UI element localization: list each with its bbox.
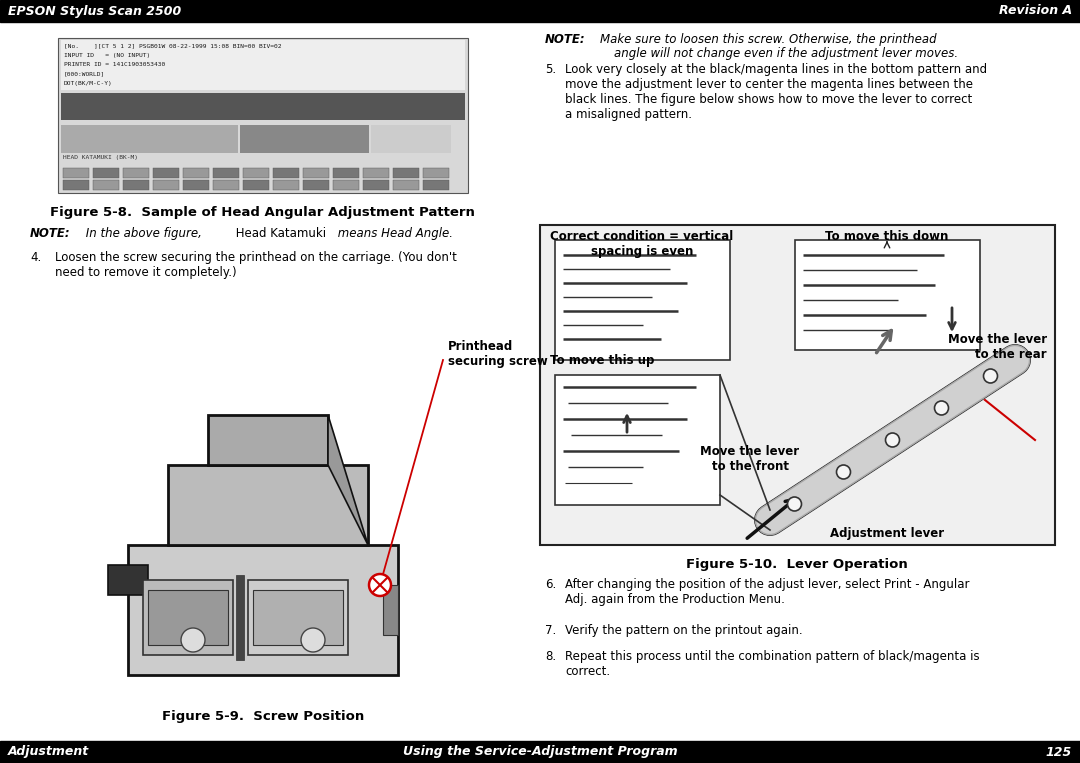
Circle shape [837,465,851,479]
Bar [383,585,399,635]
Text: Make sure to loosen this screw. Otherwise, the printhead: Make sure to loosen this screw. Otherwis… [600,33,936,46]
Bar [248,580,348,655]
Bar [148,590,228,645]
Bar [123,180,149,190]
Bar [183,180,210,190]
Text: After changing the position of the adjust lever, select Print - Angular
Adj. aga: After changing the position of the adjus… [565,578,970,606]
Text: Adjustment lever: Adjustment lever [829,527,944,540]
Bar [303,168,329,178]
Circle shape [934,401,948,415]
Bar [213,168,239,178]
Bar [60,40,465,90]
Bar [213,180,239,190]
Text: Loosen the screw securing the printhead on the carriage. (You don't
need to remo: Loosen the screw securing the printhead … [55,251,457,279]
Text: Head Katamuki: Head Katamuki [232,227,326,240]
Bar [0,741,1080,763]
Bar [333,168,359,178]
Text: 4.: 4. [30,251,41,264]
Text: Look very closely at the black/magenta lines in the bottom pattern and
move the : Look very closely at the black/magenta l… [565,63,987,121]
Text: 8.: 8. [545,650,556,663]
Text: Adjustment: Adjustment [8,745,90,758]
Bar [93,168,119,178]
Text: Figure 5-10.  Lever Operation: Figure 5-10. Lever Operation [686,558,908,571]
Bar [58,38,468,193]
Bar [555,375,720,505]
Bar [273,180,299,190]
Bar [60,125,238,153]
Text: NOTE:: NOTE: [545,33,585,46]
Bar [93,180,119,190]
Text: Move the lever
to the rear: Move the lever to the rear [948,333,1047,361]
Bar [423,180,449,190]
Bar [423,168,449,178]
Text: EPSON Stylus Scan 2500: EPSON Stylus Scan 2500 [8,5,181,18]
Bar [168,465,368,545]
Polygon shape [328,415,368,545]
Text: Printhead
securing screw: Printhead securing screw [448,340,548,368]
Text: To move this down: To move this down [825,230,948,243]
Text: Verify the pattern on the printout again.: Verify the pattern on the printout again… [565,624,802,637]
Bar [795,240,980,350]
Bar [153,180,179,190]
Bar [363,168,389,178]
Bar [183,168,210,178]
Circle shape [787,497,801,511]
Text: Figure 5-9.  Screw Position: Figure 5-9. Screw Position [162,710,364,723]
Text: 7.: 7. [545,624,556,637]
Text: PRINTER ID = 141C1903053430: PRINTER ID = 141C1903053430 [64,62,165,67]
Text: angle will not change even if the adjustment lever moves.: angle will not change even if the adjust… [615,47,958,60]
Circle shape [369,574,391,596]
Text: 6.: 6. [545,578,556,591]
Circle shape [301,628,325,652]
Bar [253,590,343,645]
Bar [372,125,451,153]
Text: Correct condition = vertical
spacing is even: Correct condition = vertical spacing is … [551,230,733,258]
Bar [240,125,369,153]
Bar [393,168,419,178]
Bar [0,0,1080,22]
Text: To move this up: To move this up [550,354,654,367]
Bar [108,565,148,595]
Text: In the above figure,: In the above figure, [82,227,202,240]
Circle shape [886,433,900,447]
Circle shape [984,369,998,383]
Text: [000:WORLD]: [000:WORLD] [64,72,105,76]
Text: [No.    ][CT 5 1 2] PSGB01W 08-22-1999 15:08 BIN=00 BIV=02: [No. ][CT 5 1 2] PSGB01W 08-22-1999 15:0… [64,43,282,48]
Text: Move the lever
to the front: Move the lever to the front [701,445,799,473]
Text: HEAD KATAMUKI (BK-M): HEAD KATAMUKI (BK-M) [63,155,138,160]
Text: 5.: 5. [545,63,556,76]
Bar [123,168,149,178]
Text: Using the Service-Adjustment Program: Using the Service-Adjustment Program [403,745,677,758]
Bar [129,545,399,675]
Bar [243,168,269,178]
Text: NOTE:: NOTE: [30,227,70,240]
Bar [555,240,730,360]
Bar [208,415,328,465]
Bar [540,225,1055,545]
Circle shape [181,628,205,652]
Text: Revision A: Revision A [999,5,1072,18]
Text: means Head Angle.: means Head Angle. [334,227,453,240]
Bar [143,580,233,655]
Bar [63,168,89,178]
Bar [363,180,389,190]
Bar [243,180,269,190]
Bar [393,180,419,190]
Text: INPUT ID   = (NO INPUT): INPUT ID = (NO INPUT) [64,53,150,57]
Text: 125: 125 [1045,745,1072,758]
Text: Repeat this process until the combination pattern of black/magenta is
correct.: Repeat this process until the combinatio… [565,650,980,678]
Bar [60,93,465,120]
Bar [333,180,359,190]
Bar [237,575,244,660]
Bar [273,168,299,178]
Bar [153,168,179,178]
Bar [63,180,89,190]
Text: Figure 5-8.  Sample of Head Angular Adjustment Pattern: Figure 5-8. Sample of Head Angular Adjus… [50,206,474,219]
Text: DOT(BK/M-C-Y): DOT(BK/M-C-Y) [64,81,112,86]
Bar [303,180,329,190]
